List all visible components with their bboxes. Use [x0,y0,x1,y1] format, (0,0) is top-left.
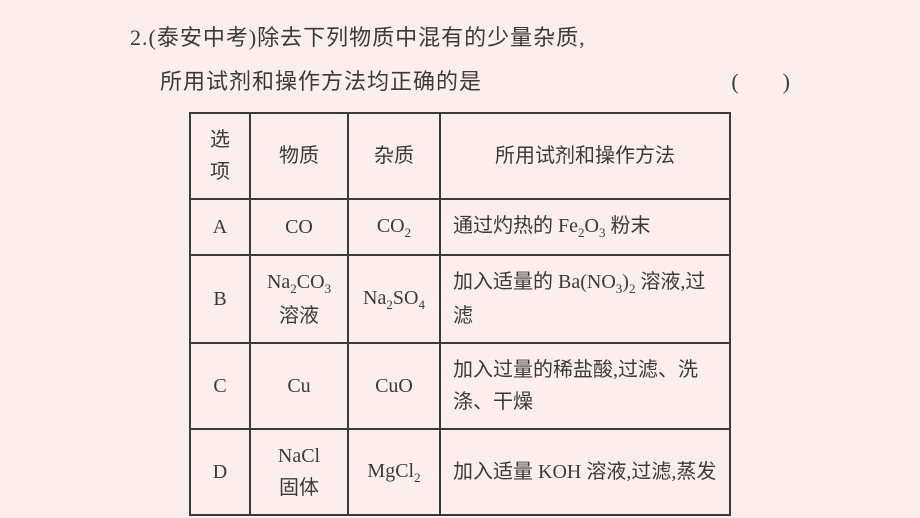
header-impurity: 杂质 [348,113,440,199]
substance-b: Na2CO3溶液 [250,255,348,343]
method-b: 加入适量的 Ba(NO3)2 溶液,过滤 [440,255,730,343]
table-row: B Na2CO3溶液 Na2SO4 加入适量的 Ba(NO3)2 溶液,过滤 [190,255,730,343]
question-number: 2. [130,25,149,50]
header-method: 所用试剂和操作方法 [440,113,730,199]
option-d: D [190,429,250,515]
option-b: B [190,255,250,343]
impurity-d: MgCl2 [348,429,440,515]
impurity-b: Na2SO4 [348,255,440,343]
question-text-2: 所用试剂和操作方法均正确的是 [160,58,482,106]
substance-d: NaCl固体 [250,429,348,515]
method-c: 加入过量的稀盐酸,过滤、洗涤、干燥 [440,343,730,429]
question-line-2: 所用试剂和操作方法均正确的是 ( ) [130,58,790,106]
table-header-row: 选项 物质 杂质 所用试剂和操作方法 [190,113,730,199]
header-substance: 物质 [250,113,348,199]
impurity-a: CO2 [348,199,440,255]
answer-parenthesis: ( ) [731,58,790,106]
option-c: C [190,343,250,429]
option-a: A [190,199,250,255]
question-source: (泰安中考) [149,25,258,50]
header-option: 选项 [190,113,250,199]
substance-c: Cu [250,343,348,429]
question-text-1: 除去下列物质中混有的少量杂质, [257,25,586,50]
impurity-c: CuO [348,343,440,429]
method-a: 通过灼热的 Fe2O3 粉末 [440,199,730,255]
table-row: A CO CO2 通过灼热的 Fe2O3 粉末 [190,199,730,255]
question-line-1: 2.(泰安中考)除去下列物质中混有的少量杂质, [130,18,790,58]
table-row: C Cu CuO 加入过量的稀盐酸,过滤、洗涤、干燥 [190,343,730,429]
options-table: 选项 物质 杂质 所用试剂和操作方法 A CO CO2 通过灼热的 Fe2O3 … [189,112,731,516]
method-d: 加入适量 KOH 溶液,过滤,蒸发 [440,429,730,515]
table-row: D NaCl固体 MgCl2 加入适量 KOH 溶液,过滤,蒸发 [190,429,730,515]
substance-a: CO [250,199,348,255]
